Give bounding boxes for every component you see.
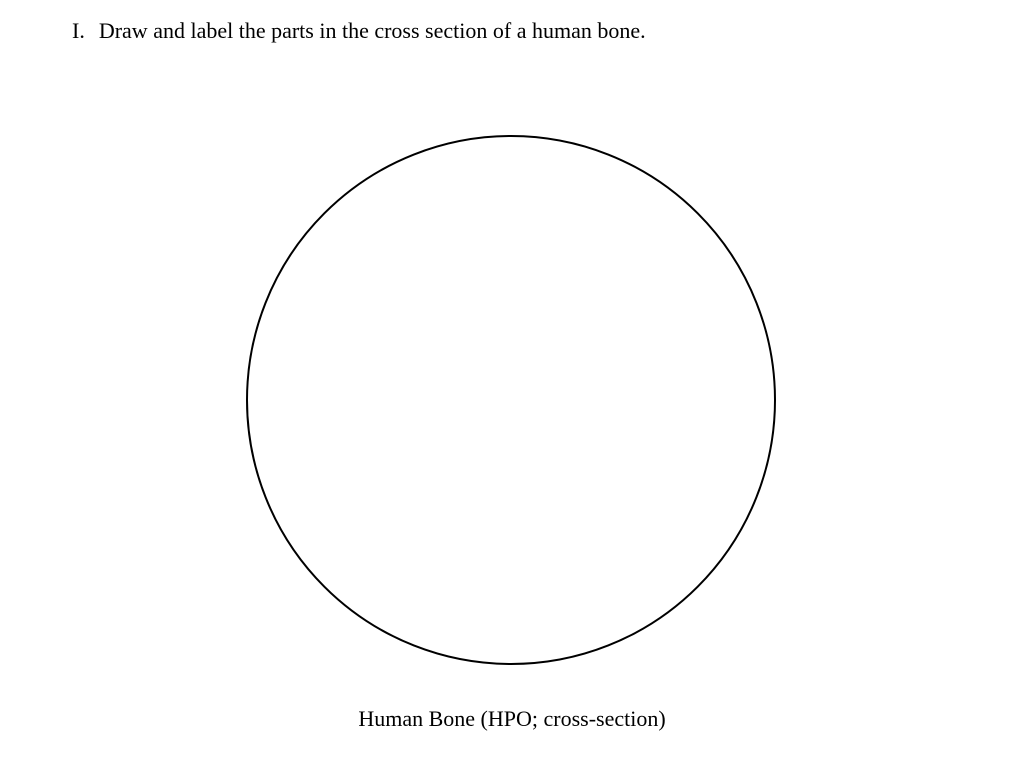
question-number: I.	[72, 18, 85, 44]
diagram-circle	[246, 135, 776, 665]
diagram-container	[246, 135, 776, 665]
diagram-caption: Human Bone (HPO; cross-section)	[0, 706, 1024, 732]
question-text: Draw and label the parts in the cross se…	[99, 18, 646, 44]
question-container: I. Draw and label the parts in the cross…	[72, 18, 646, 44]
